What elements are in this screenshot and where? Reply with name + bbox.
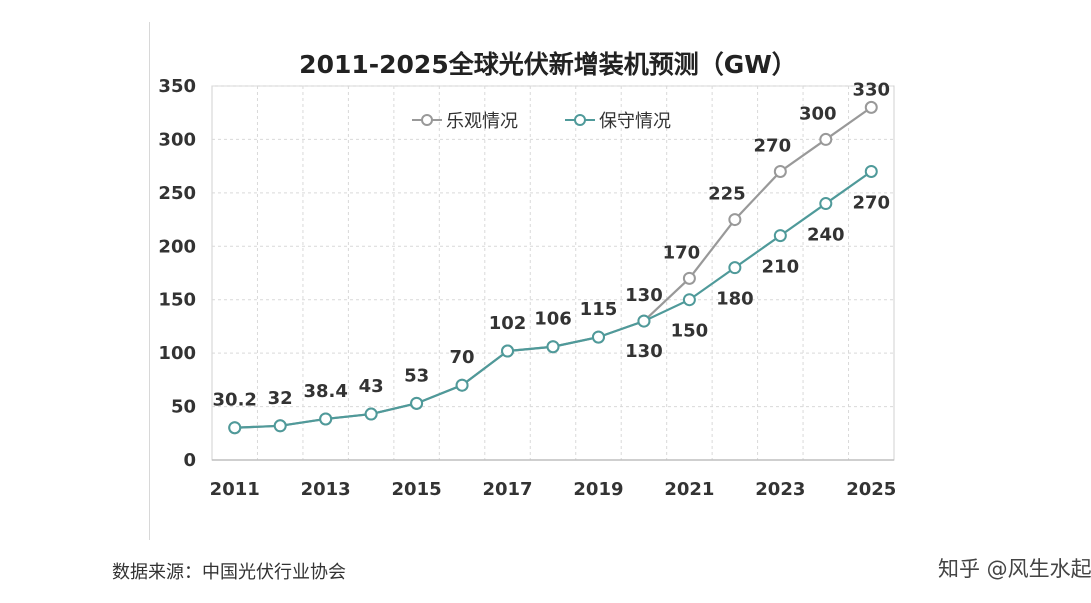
data-point — [682, 293, 696, 307]
data-source-note: 数据来源：中国光伏行业协会 — [112, 562, 346, 583]
x-tick-label: 2021 — [664, 479, 714, 500]
chart-data-labels: 30.2 32 38.4 43 53 70 102 106 115 130 130 170 150 225… — [213, 79, 891, 410]
data-point — [819, 132, 833, 146]
data-point — [773, 229, 787, 243]
series-conservative — [228, 164, 878, 435]
y-tick-label: 0 — [183, 450, 196, 471]
data-label: 170 — [663, 242, 701, 263]
data-label: 270 — [852, 192, 890, 213]
legend-swatch-marker — [421, 114, 433, 126]
x-tick-label: 2019 — [573, 479, 623, 500]
line-chart: 2011-2025全球光伏新增装机预测（GW） 0 50 100 150 200 250 3… — [158, 50, 896, 500]
data-point — [637, 314, 651, 328]
y-tick-label: 300 — [158, 129, 196, 150]
x-tick-label: 2025 — [846, 479, 896, 500]
data-point — [410, 396, 424, 410]
data-label: 115 — [580, 299, 618, 320]
watermark-text: 知乎 @风生水起h — [938, 557, 1091, 581]
x-tick-label: 2011 — [210, 479, 260, 500]
x-tick-label: 2015 — [392, 479, 442, 500]
data-label: 240 — [807, 225, 845, 246]
data-label: 106 — [534, 309, 572, 330]
data-label: 102 — [489, 313, 527, 334]
data-point — [591, 330, 605, 344]
data-label: 270 — [754, 135, 792, 156]
chart-title: 2011-2025全球光伏新增装机预测（GW） — [299, 50, 797, 79]
chart-series — [228, 100, 878, 435]
data-point — [864, 100, 878, 114]
data-label: 43 — [359, 376, 384, 397]
data-label: 225 — [708, 184, 746, 205]
data-point — [455, 378, 469, 392]
y-tick-label: 50 — [171, 397, 196, 418]
data-point — [364, 407, 378, 421]
data-point — [501, 344, 515, 358]
data-point — [728, 261, 742, 275]
x-tick-label: 2023 — [755, 479, 805, 500]
data-label: 210 — [762, 257, 800, 278]
data-point — [319, 412, 333, 426]
data-point — [819, 197, 833, 211]
data-label: 180 — [716, 289, 754, 310]
data-label: 38.4 — [303, 381, 347, 402]
data-label: 300 — [799, 103, 837, 124]
chart-grid — [211, 85, 895, 461]
data-label: 70 — [450, 347, 475, 368]
legend-label: 乐观情况 — [446, 111, 518, 132]
y-tick-label: 200 — [158, 236, 196, 257]
y-tick-label: 150 — [158, 290, 196, 311]
data-label: 32 — [268, 388, 293, 409]
data-point — [864, 164, 878, 178]
y-tick-label: 100 — [158, 343, 196, 364]
data-point — [228, 421, 242, 435]
data-point — [546, 340, 560, 354]
legend-item: 保守情况 — [565, 111, 671, 132]
legend-label: 保守情况 — [599, 111, 671, 132]
data-point — [728, 213, 742, 227]
data-label: 150 — [671, 321, 709, 342]
data-point — [682, 271, 696, 285]
data-point — [273, 419, 287, 433]
legend-item: 乐观情况 — [412, 111, 518, 132]
data-label: 330 — [852, 79, 890, 100]
x-tick-label: 2017 — [482, 479, 532, 500]
x-tick-label: 2013 — [301, 479, 351, 500]
chart-legend: 乐观情况 保守情况 — [412, 111, 671, 132]
left-divider-line — [149, 22, 150, 540]
y-tick-label: 350 — [158, 76, 196, 97]
data-point — [773, 164, 787, 178]
data-label: 30.2 — [213, 390, 257, 411]
y-tick-label: 250 — [158, 183, 196, 204]
legend-swatch-marker — [574, 114, 586, 126]
data-label: 53 — [404, 365, 429, 386]
chart-axes: 0 50 100 150 200 250 300 350 2011 2013 2015 2017 201… — [158, 76, 896, 500]
data-label: 130 — [625, 285, 663, 306]
data-label: 130 — [625, 341, 663, 362]
